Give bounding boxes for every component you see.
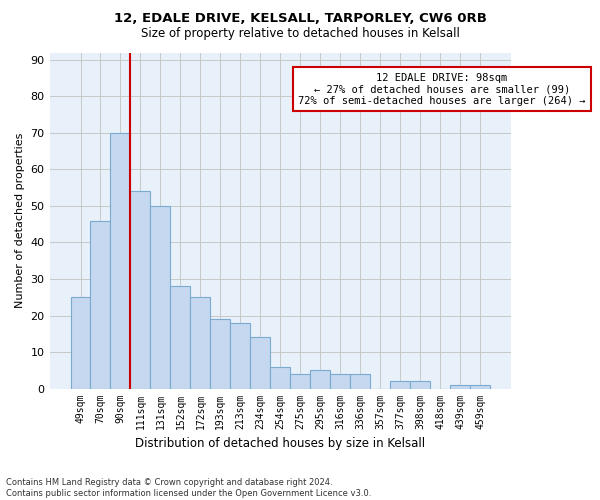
- Bar: [330, 374, 350, 388]
- Bar: [71, 297, 91, 388]
- Text: Size of property relative to detached houses in Kelsall: Size of property relative to detached ho…: [140, 28, 460, 40]
- Bar: [230, 323, 250, 388]
- Bar: [211, 319, 230, 388]
- Bar: [390, 381, 410, 388]
- Y-axis label: Number of detached properties: Number of detached properties: [15, 133, 25, 308]
- Bar: [190, 297, 211, 388]
- Bar: [91, 220, 110, 388]
- X-axis label: Distribution of detached houses by size in Kelsall: Distribution of detached houses by size …: [135, 437, 425, 450]
- Bar: [450, 385, 470, 388]
- Bar: [170, 286, 190, 388]
- Bar: [470, 385, 490, 388]
- Text: 12 EDALE DRIVE: 98sqm
← 27% of detached houses are smaller (99)
72% of semi-deta: 12 EDALE DRIVE: 98sqm ← 27% of detached …: [298, 72, 586, 106]
- Bar: [410, 381, 430, 388]
- Bar: [250, 338, 270, 388]
- Text: Contains HM Land Registry data © Crown copyright and database right 2024.
Contai: Contains HM Land Registry data © Crown c…: [6, 478, 371, 498]
- Bar: [350, 374, 370, 388]
- Bar: [310, 370, 330, 388]
- Bar: [151, 206, 170, 388]
- Bar: [130, 192, 151, 388]
- Bar: [290, 374, 310, 388]
- Text: 12, EDALE DRIVE, KELSALL, TARPORLEY, CW6 0RB: 12, EDALE DRIVE, KELSALL, TARPORLEY, CW6…: [113, 12, 487, 26]
- Bar: [110, 133, 130, 388]
- Bar: [270, 366, 290, 388]
